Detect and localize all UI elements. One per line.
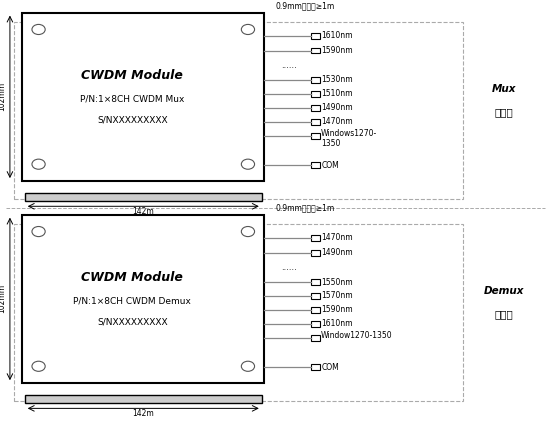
Bar (14, 22, 463, 199)
Text: 102mm: 102mm (0, 82, 6, 112)
Bar (311, 33, 320, 39)
Circle shape (32, 226, 45, 237)
Bar (25, 193, 262, 201)
Bar (311, 119, 320, 125)
Text: 0.9mm松套管≥1m: 0.9mm松套管≥1m (276, 2, 335, 11)
Circle shape (241, 159, 255, 169)
Text: 1570nm: 1570nm (321, 291, 353, 301)
Text: 1530nm: 1530nm (321, 75, 353, 85)
Text: ......: ...... (281, 61, 297, 70)
Text: 142m: 142m (132, 207, 154, 216)
Text: CWDM Module: CWDM Module (82, 69, 183, 82)
Text: 1490nm: 1490nm (321, 248, 353, 257)
Text: 102mm: 102mm (0, 284, 6, 314)
Text: 1350: 1350 (321, 139, 341, 148)
Circle shape (241, 226, 255, 237)
Circle shape (32, 159, 45, 169)
Text: 1510nm: 1510nm (321, 89, 353, 99)
Bar (14, 224, 463, 401)
Bar (25, 395, 262, 403)
Text: Windows1270-: Windows1270- (321, 129, 377, 138)
Circle shape (241, 361, 255, 371)
Text: 0.9mm松套管≥1m: 0.9mm松套管≥1m (276, 204, 335, 213)
Circle shape (32, 361, 45, 371)
Bar (311, 91, 320, 97)
Text: 1470nm: 1470nm (321, 233, 353, 242)
Bar (311, 364, 320, 370)
Bar (311, 162, 320, 168)
Text: Window1270-1350: Window1270-1350 (321, 331, 393, 340)
Text: 1610nm: 1610nm (321, 319, 353, 328)
Text: P/N:1×8CH CWDM Demux: P/N:1×8CH CWDM Demux (73, 296, 191, 306)
Circle shape (241, 24, 255, 35)
Text: CWDM Module: CWDM Module (82, 272, 183, 284)
Text: P/N:1×8CH CWDM Mux: P/N:1×8CH CWDM Mux (80, 94, 185, 104)
Bar (311, 77, 320, 83)
Text: COM: COM (321, 160, 339, 170)
Text: 1610nm: 1610nm (321, 31, 353, 40)
Bar (311, 48, 320, 53)
Text: 1470nm: 1470nm (321, 117, 353, 126)
Text: Mux: Mux (492, 84, 516, 94)
Text: 1550nm: 1550nm (321, 277, 353, 287)
Bar (22, 13, 264, 181)
Bar (311, 133, 320, 139)
Bar (311, 321, 320, 327)
Text: 142m: 142m (132, 409, 154, 418)
Bar (22, 215, 264, 383)
Bar (311, 250, 320, 256)
Text: S/NXXXXXXXXX: S/NXXXXXXXXX (97, 317, 168, 327)
Text: S/NXXXXXXXXX: S/NXXXXXXXXX (97, 115, 168, 125)
Bar (311, 307, 320, 313)
Bar (311, 335, 320, 341)
Bar (311, 293, 320, 299)
Text: ......: ...... (281, 263, 297, 272)
Bar (311, 235, 320, 241)
Text: 1590nm: 1590nm (321, 305, 353, 314)
Text: 1590nm: 1590nm (321, 46, 353, 55)
Text: 示意图: 示意图 (495, 107, 514, 117)
Bar (311, 279, 320, 285)
Circle shape (32, 24, 45, 35)
Text: COM: COM (321, 362, 339, 372)
Bar (311, 105, 320, 111)
Text: Demux: Demux (484, 286, 525, 296)
Text: 1490nm: 1490nm (321, 103, 353, 112)
Text: 示意图: 示意图 (495, 309, 514, 320)
